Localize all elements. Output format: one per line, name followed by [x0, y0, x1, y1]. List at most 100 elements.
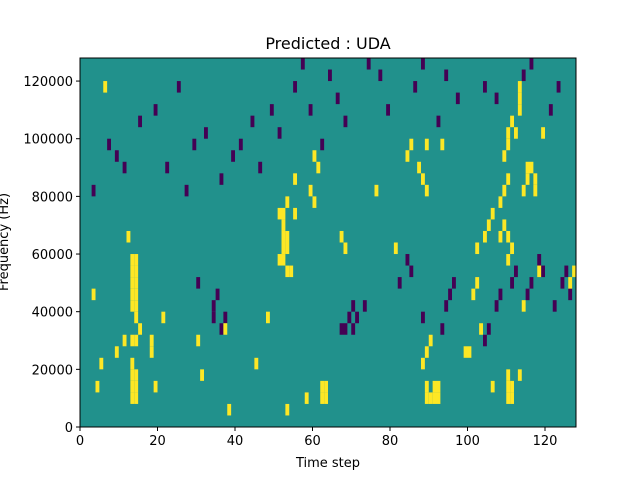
low-value-cell — [320, 138, 325, 151]
high-value-cell — [134, 392, 139, 404]
low-value-cell — [138, 115, 143, 128]
low-value-cell — [114, 150, 119, 162]
low-value-cell — [366, 58, 371, 70]
high-value-cell — [153, 380, 158, 393]
high-value-cell — [134, 277, 139, 289]
high-value-cell — [316, 161, 321, 174]
high-value-cell — [483, 230, 487, 243]
high-value-cell — [436, 380, 441, 393]
high-value-cell — [568, 277, 573, 289]
high-value-cell — [502, 219, 507, 231]
low-value-cell — [107, 138, 112, 151]
high-value-cell — [289, 265, 294, 278]
low-value-cell — [269, 104, 274, 116]
high-value-cell — [343, 242, 348, 255]
high-value-cell — [506, 369, 511, 381]
low-value-cell — [409, 265, 414, 278]
high-value-cell — [339, 230, 344, 243]
high-value-cell — [114, 346, 119, 358]
low-value-cell — [421, 311, 425, 324]
high-value-cell — [266, 311, 270, 324]
high-value-cell — [285, 242, 290, 255]
high-value-cell — [277, 254, 282, 266]
high-value-cell — [196, 334, 201, 347]
low-value-cell — [444, 69, 449, 82]
low-value-cell — [548, 104, 553, 116]
high-value-cell — [130, 357, 135, 370]
low-value-cell — [436, 115, 441, 128]
high-value-cell — [572, 265, 577, 278]
high-value-cell — [428, 392, 433, 404]
high-value-cell — [281, 219, 286, 231]
low-value-cell — [529, 58, 534, 70]
x-tick-label: 0 — [76, 434, 84, 449]
high-value-cell — [510, 115, 515, 128]
high-value-cell — [223, 323, 228, 335]
heatmap-background — [80, 58, 576, 427]
high-value-cell — [320, 380, 325, 393]
plot-area — [79, 57, 577, 428]
chart-title: Predicted : UDA — [265, 34, 390, 53]
high-value-cell — [506, 380, 511, 393]
low-value-cell — [219, 323, 224, 335]
high-value-cell — [533, 184, 538, 197]
low-value-cell — [250, 115, 255, 128]
high-value-cell — [130, 277, 135, 289]
high-value-cell — [498, 230, 503, 243]
low-value-cell — [413, 81, 418, 93]
high-value-cell — [510, 380, 515, 393]
high-value-cell — [506, 138, 511, 151]
high-value-cell — [254, 357, 259, 370]
high-value-cell — [490, 380, 495, 393]
high-value-cell — [517, 81, 522, 93]
low-value-cell — [223, 311, 228, 324]
low-value-cell — [483, 334, 487, 347]
low-value-cell — [192, 138, 197, 151]
high-value-cell — [200, 369, 205, 381]
low-value-cell — [211, 311, 216, 324]
low-value-cell — [421, 58, 425, 70]
x-tick-label: 100 — [455, 434, 480, 449]
low-value-cell — [564, 265, 569, 278]
high-value-cell — [506, 127, 511, 139]
high-value-cell — [285, 230, 290, 243]
high-value-cell — [227, 403, 232, 416]
low-value-cell — [176, 81, 181, 93]
high-value-cell — [293, 207, 298, 220]
high-value-cell — [409, 138, 414, 151]
high-value-cell — [293, 173, 298, 185]
high-value-cell — [91, 288, 96, 301]
low-value-cell — [455, 92, 460, 105]
high-value-cell — [502, 184, 507, 197]
high-value-cell — [134, 334, 139, 347]
high-value-cell — [320, 392, 325, 404]
high-value-cell — [304, 392, 309, 404]
high-value-cell — [324, 392, 329, 404]
low-value-cell — [552, 300, 557, 312]
y-tick-label: 80000 — [32, 190, 73, 205]
high-value-cell — [134, 254, 139, 266]
high-value-cell — [374, 184, 379, 197]
high-value-cell — [424, 346, 429, 358]
high-value-cell — [130, 300, 135, 312]
low-value-cell — [444, 300, 449, 312]
high-value-cell — [103, 81, 108, 93]
x-tick-label: 20 — [149, 434, 166, 449]
y-tick-label: 0 — [65, 421, 73, 436]
high-value-cell — [285, 196, 290, 208]
low-value-cell — [529, 277, 534, 289]
high-value-cell — [506, 254, 511, 266]
high-value-cell — [506, 392, 511, 404]
high-value-cell — [312, 196, 317, 208]
high-value-cell — [149, 334, 154, 347]
y-tick-label: 20000 — [32, 363, 73, 378]
low-value-cell — [122, 161, 127, 174]
high-value-cell — [506, 173, 511, 185]
high-value-cell — [149, 346, 154, 358]
low-value-cell — [215, 288, 220, 301]
high-value-cell — [521, 184, 526, 197]
y-tick-label: 120000 — [23, 75, 73, 90]
high-value-cell — [424, 380, 429, 393]
high-value-cell — [525, 173, 530, 185]
high-value-cell — [324, 380, 329, 393]
